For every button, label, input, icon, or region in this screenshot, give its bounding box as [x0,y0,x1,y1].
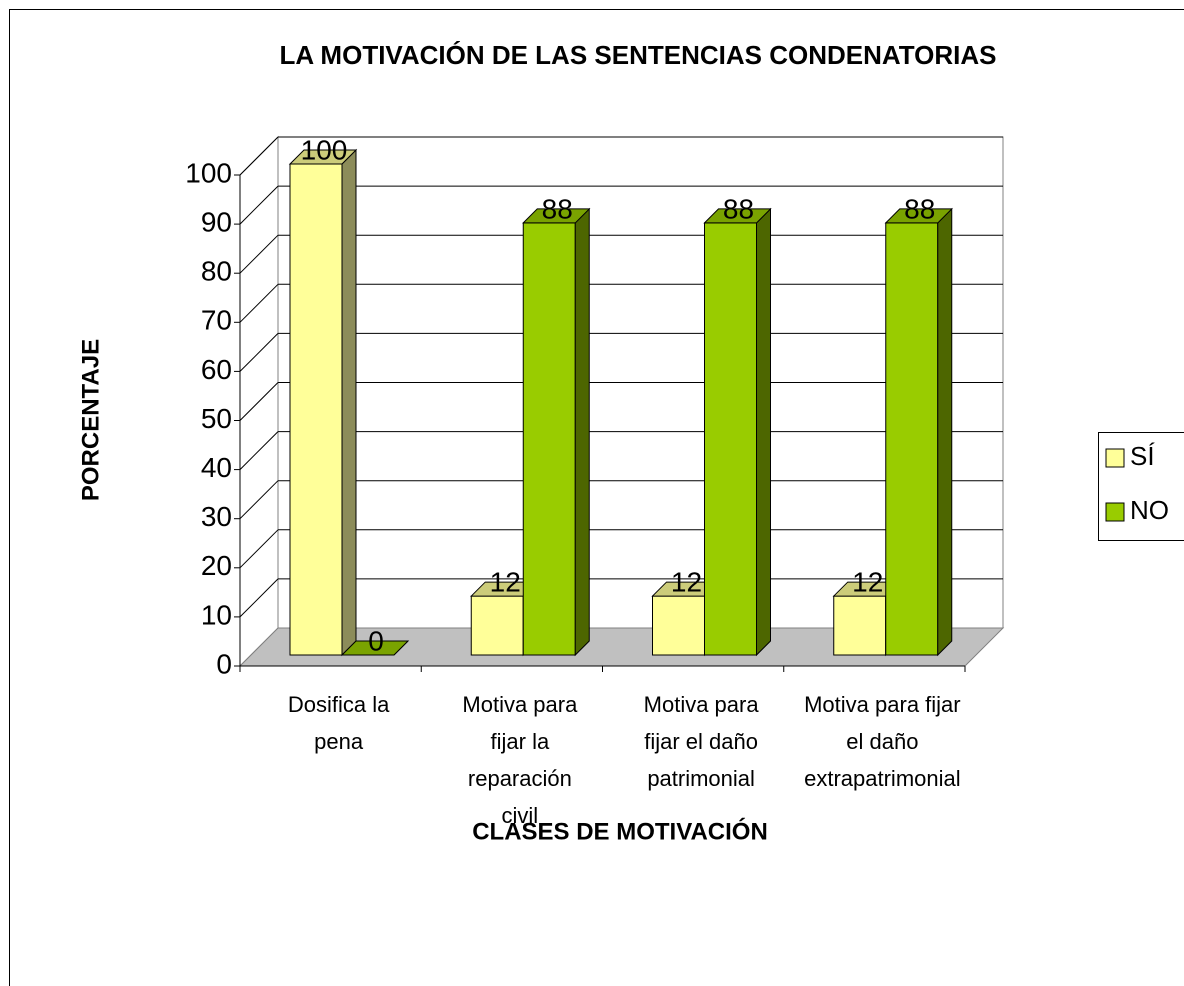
value-label: 12 [490,566,521,597]
bar-front [522,222,576,656]
x-tick-label: Motiva para fijar la reparación civil [462,692,578,828]
grid-line-side [239,529,279,569]
grid-line-side [239,578,279,618]
value-label: 88 [904,193,935,224]
x-tick-label: Dosifica la pena [287,692,390,754]
bar-side [341,148,357,657]
y-tick-label: 40 [201,452,232,483]
value-label: 12 [852,566,883,597]
bar-top [340,640,410,656]
grid-line-side [239,234,279,274]
legend-label: SÍ [1130,441,1155,471]
bar-front [289,163,343,656]
bar-side [937,207,953,657]
y-tick-label: 30 [201,501,232,532]
grid-line-side [239,333,279,372]
y-tick-label: 20 [201,550,232,581]
grid-line-side [239,136,279,176]
legend-label: NO [1130,495,1169,525]
grid-line-side [239,382,279,421]
x-tick-label: Motiva para fijar el daño extrapatrimoni… [804,692,961,791]
legend-swatch [1105,502,1125,522]
grid-line-side [239,480,279,520]
y-tick-label: 100 [185,157,232,188]
grid-line-side [239,283,279,323]
value-label: 88 [723,193,754,224]
bar-front [652,595,705,656]
y-tick-label: 80 [201,256,232,287]
y-axis-label: PORCENTAJE [77,339,104,501]
y-tick-label: 50 [201,403,232,434]
grid-line-side [239,185,279,225]
bar-front [704,222,757,656]
y-tick-label: 10 [201,599,232,630]
bar-side [756,207,771,657]
bar-front [833,595,887,656]
value-label: 0 [368,625,384,656]
value-label: 88 [542,193,573,224]
legend-swatch [1105,448,1125,468]
y-tick-label: 60 [201,354,232,385]
value-label: 100 [301,134,348,165]
x-tick-label: Motiva para fijar el daño patrimonial [643,692,759,791]
bar-front [470,595,524,656]
bar-top [884,208,953,224]
y-tick-label: 70 [201,305,232,336]
bar-top [703,208,772,224]
y-tick-label: 0 [216,648,232,679]
grid-line-side [239,431,279,470]
bar-front [885,222,939,656]
bar-side [574,207,590,657]
value-label: 12 [671,566,702,597]
chart-title: LA MOTIVACIÓN DE LAS SENTENCIAS CONDENAT… [280,40,997,70]
x-axis-label: CLASES DE MOTIVACIÓN [472,817,768,845]
bar-top [522,208,591,224]
bar-top [288,149,358,165]
y-tick-label: 90 [201,206,232,237]
